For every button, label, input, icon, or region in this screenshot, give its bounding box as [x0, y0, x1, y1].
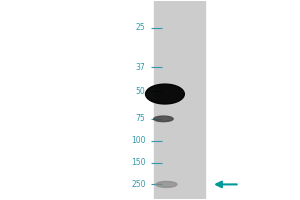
Ellipse shape	[146, 84, 184, 104]
Bar	[154, 1, 205, 199]
Ellipse shape	[156, 181, 177, 187]
Text: 250: 250	[131, 180, 146, 189]
Text: 37: 37	[136, 63, 146, 72]
Text: 25: 25	[136, 23, 146, 32]
Text: 150: 150	[131, 158, 146, 167]
Text: 75: 75	[136, 114, 146, 123]
Text: 50: 50	[136, 87, 146, 96]
Ellipse shape	[154, 116, 173, 122]
Text: 100: 100	[131, 136, 146, 145]
